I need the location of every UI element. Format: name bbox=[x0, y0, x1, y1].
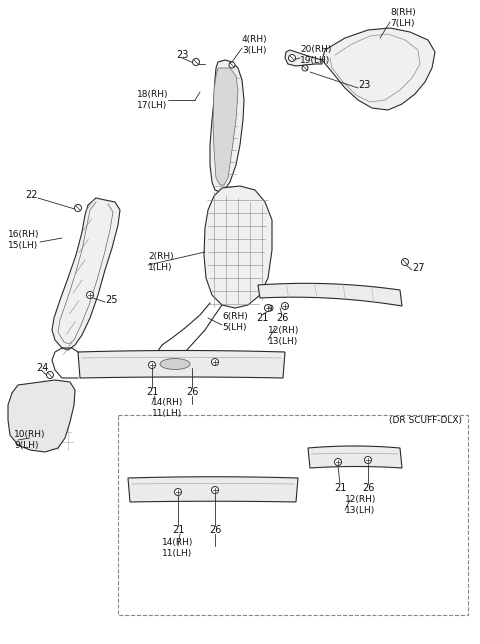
Text: (DR SCUFF-DLX): (DR SCUFF-DLX) bbox=[389, 415, 462, 424]
Circle shape bbox=[335, 459, 341, 466]
Polygon shape bbox=[213, 68, 238, 185]
Polygon shape bbox=[78, 350, 285, 378]
Polygon shape bbox=[285, 50, 322, 66]
Polygon shape bbox=[128, 477, 298, 502]
Text: 23: 23 bbox=[358, 80, 371, 90]
Circle shape bbox=[148, 361, 156, 368]
Circle shape bbox=[74, 205, 82, 211]
Text: 25: 25 bbox=[105, 295, 118, 305]
Text: 24: 24 bbox=[36, 363, 48, 373]
Text: 21: 21 bbox=[146, 387, 158, 397]
Text: 26: 26 bbox=[276, 313, 288, 323]
Text: 26: 26 bbox=[362, 483, 374, 493]
Text: 12(RH)
13(LH): 12(RH) 13(LH) bbox=[268, 327, 300, 346]
Polygon shape bbox=[258, 283, 402, 306]
Text: 26: 26 bbox=[209, 525, 221, 535]
Polygon shape bbox=[322, 28, 435, 110]
Text: 22: 22 bbox=[26, 190, 38, 200]
Text: 21: 21 bbox=[172, 525, 184, 535]
Text: 6(RH)
5(LH): 6(RH) 5(LH) bbox=[222, 312, 248, 332]
Text: 16(RH)
15(LH): 16(RH) 15(LH) bbox=[8, 231, 39, 250]
Text: 12(RH)
13(LH): 12(RH) 13(LH) bbox=[345, 495, 376, 515]
Circle shape bbox=[267, 305, 273, 311]
Circle shape bbox=[86, 292, 94, 299]
Polygon shape bbox=[210, 60, 244, 192]
Text: 18(RH)
17(LH): 18(RH) 17(LH) bbox=[136, 90, 168, 109]
Text: 27: 27 bbox=[412, 263, 424, 273]
Text: 14(RH)
11(LH): 14(RH) 11(LH) bbox=[152, 398, 183, 418]
Bar bbox=[118, 415, 468, 615]
Text: 14(RH)
11(LH): 14(RH) 11(LH) bbox=[162, 538, 194, 558]
Polygon shape bbox=[8, 380, 75, 452]
Polygon shape bbox=[52, 198, 120, 350]
Text: 10(RH)
9(LH): 10(RH) 9(LH) bbox=[14, 430, 46, 450]
Text: 20(RH)
19(LH): 20(RH) 19(LH) bbox=[300, 45, 331, 64]
Circle shape bbox=[302, 65, 308, 71]
Circle shape bbox=[401, 258, 408, 265]
Circle shape bbox=[229, 62, 235, 68]
Text: 4(RH)
3(LH): 4(RH) 3(LH) bbox=[242, 35, 268, 55]
Polygon shape bbox=[308, 446, 402, 468]
Circle shape bbox=[175, 489, 181, 495]
Circle shape bbox=[212, 359, 218, 366]
Circle shape bbox=[212, 486, 218, 493]
Circle shape bbox=[281, 303, 288, 310]
Circle shape bbox=[192, 59, 200, 66]
Circle shape bbox=[264, 305, 272, 312]
Ellipse shape bbox=[160, 359, 190, 370]
Text: 21: 21 bbox=[334, 483, 346, 493]
Circle shape bbox=[47, 372, 53, 379]
Polygon shape bbox=[204, 186, 272, 308]
Text: 26: 26 bbox=[186, 387, 198, 397]
Text: 21: 21 bbox=[256, 313, 268, 323]
Circle shape bbox=[364, 457, 372, 464]
Text: 23: 23 bbox=[176, 50, 188, 60]
Text: 8(RH)
7(LH): 8(RH) 7(LH) bbox=[390, 8, 416, 28]
Circle shape bbox=[288, 55, 296, 61]
Text: 2(RH)
1(LH): 2(RH) 1(LH) bbox=[148, 252, 174, 272]
